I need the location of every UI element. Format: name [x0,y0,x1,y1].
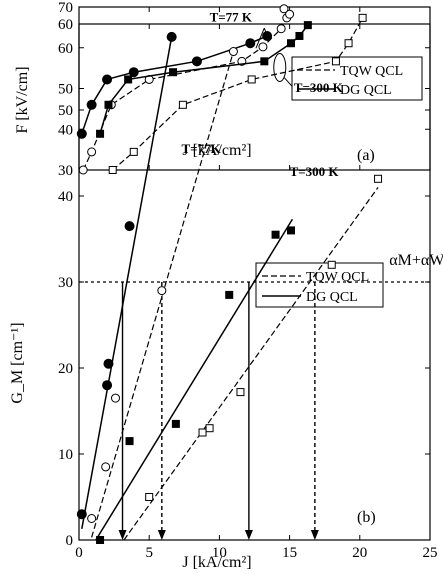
panel-a-series-3-point [178,100,187,109]
panel-a-series-3-point [129,147,138,156]
panel-b-threshold-arrow [244,530,253,540]
panel-b-series-3-point [205,424,214,433]
panel-a-series-2-point [303,21,312,30]
panel-a-ytick-label: 40 [58,122,73,138]
panel-a-series-2-point [96,129,105,138]
panel-a-series-3-point [344,39,353,48]
panel-a-series-0-point [102,74,113,85]
panel-b-series-0-point [102,380,113,391]
panel-a-series-0-point [128,67,139,78]
panel-b-series-3-point [145,493,154,501]
panel-a-series-2-point [169,68,178,77]
panel-a-series-1-point [87,147,97,157]
panel-a-ytick-label: 50 [58,82,73,98]
panel-b-series-2-point [171,419,180,428]
panel-b-ytick-label: 40 [58,189,73,205]
panel-b-annotation-0: T=77K [181,141,221,156]
panel-a-series-1-point [285,9,295,19]
panel-b-series-2-point [287,226,296,235]
panel-b-series-3-point [236,388,245,397]
chart-panel-a: F [kV/cm] J [kA/cm²] (a) TQW QCL DG QCL … [14,0,431,179]
panel-a-series-2-point [104,100,113,109]
panel-b-threshold-arrow [118,530,127,540]
panel-b-series-0-fit-line [81,36,173,529]
panel-b-series-1-point [157,286,167,296]
panel-a-series-1-point [279,4,289,14]
panel-a-legend: TQW QCL DG QCL [291,56,423,101]
panel-a-series-1-point [258,42,268,52]
panel-a-series-0-point [191,56,202,67]
panel-b-series-1-point [111,393,121,403]
panel-b-annotation-1: T=300 K [290,164,340,179]
panel-b-ytick-label: 30 [58,275,73,291]
panel-b-series-3-fit-line [123,187,379,541]
panel-a-series-0-point [245,38,256,49]
panel-b-label: (b) [357,509,376,526]
panel-a-xlabel: J [kA/cm²] [182,142,251,159]
panel-a-series-3-point [247,75,256,84]
panel-a-ytick-label: 30 [58,163,73,179]
panel-b-series-2-point [125,437,134,446]
panel-a-annotation-1: T=300 K [294,80,344,95]
panel-b-ytick-label: 60 [58,17,73,33]
panel-b-ytick-label: 20 [58,361,73,377]
panel-b-ytick-label: 0 [66,533,74,549]
panel-a-series-3-point [358,13,367,22]
panel-a-series-3-point [331,57,340,66]
panel-a-series-0-point [86,99,97,110]
panel-b-series-2-fit-line [95,218,294,541]
panel-a-series-3-point [108,166,117,174]
panel-b-xlabel: J [kA/cm²] [182,554,251,571]
panel-b-legend-tqw: TQW QCL [306,270,369,285]
panel-b-ylabel: G_M [cm⁻¹] [9,322,26,403]
panel-a-label: (a) [357,147,375,164]
panel-b-legend-dg: DG QCL [306,290,358,305]
panel-b-threshold-arrow [157,530,166,540]
chart-panel-b: G_M [cm⁻¹] J [kA/cm²] (b) TQW QCL DG QCL… [9,17,443,571]
panel-a-series-2-point [124,75,133,84]
panel-b-series-3-point [327,260,336,269]
panel-a-series-0-line [81,35,268,135]
panel-a-ellipse-300k [273,52,287,82]
panel-b-xtick-label: 15 [282,545,297,561]
panel-b-series-1-point [228,47,238,57]
panel-b-xtick-label: 25 [423,545,438,561]
panel-b-xtick-label: 20 [352,545,367,561]
panel-a-ytick-label: 60 [58,41,73,57]
panel-a-annotation-0: T=77 K [210,9,253,24]
panel-a-legend-dg: DG QCL [340,83,392,98]
panel-b-xtick-label: 5 [145,545,153,561]
panel-b-series-2-point [225,290,234,299]
panel-b-series-1-point [101,462,111,472]
panel-a-pointer-77k [255,27,268,49]
panel-a-series-1-point [78,165,88,175]
panel-a-series-1-point [276,24,286,34]
panel-a-series-2-point [287,39,296,48]
panel-b-ytick-label: 10 [58,447,73,463]
panel-b-xtick-label: 0 [75,545,83,561]
panel-a-ylabel: F [kV/cm] [14,66,31,133]
panel-b-xtick-label: 10 [212,545,227,561]
panel-b-threshold-arrow [310,530,319,540]
panel-b-series-2-point [271,230,280,239]
panel-a-ytick-label: 70 [58,0,73,16]
panel-b-series-0-point [76,509,87,520]
panel-b-annotation-alpha: αM+αW [389,252,443,269]
panel-a-legend-tqw: TQW QCL [340,64,403,79]
panel-b-series-2-point [96,536,105,544]
panel-b-ytick-label: 50 [58,103,73,119]
panel-b-series-0-point [166,31,177,42]
panel-a-series-2-point [295,31,304,40]
panel-b-legend: TQW QCL DG QCL [255,262,384,308]
panel-b-series-0-point [103,358,114,369]
panel-b-series-3-point [374,174,383,183]
panel-a-series-2-point [260,57,269,66]
panel-a-pointer-300k [283,76,293,88]
panel-b-series-0-point [124,221,135,232]
panel-b-series-3-point [198,428,207,437]
panel-b-series-1-point [87,514,97,523]
